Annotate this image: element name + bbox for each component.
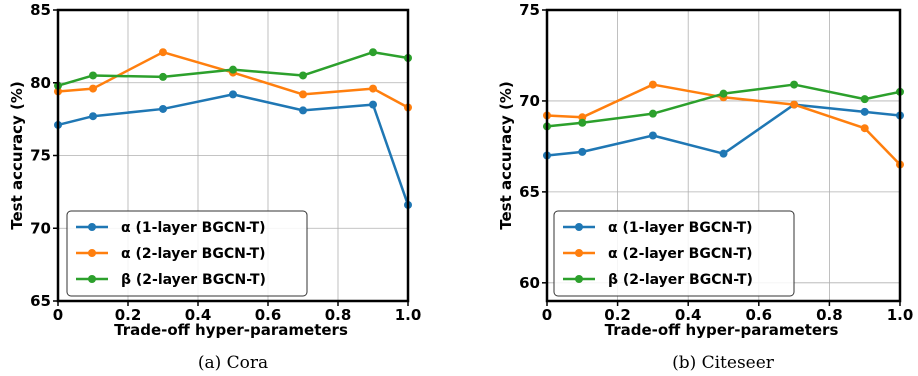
data-point <box>860 107 869 116</box>
legend-label: α (2-layer BGCN-T) <box>121 246 266 262</box>
x-tick-label: 0.4 <box>185 306 212 324</box>
y-tick-label: 60 <box>519 274 540 292</box>
y-axis-label: Test accuracy (%) <box>497 81 515 229</box>
data-point <box>369 100 377 109</box>
legend-box <box>553 210 795 297</box>
y-tick-label: 75 <box>519 1 540 19</box>
data-point <box>860 95 869 104</box>
data-point <box>719 89 728 98</box>
legend: α (1-layer BGCN-T) α (2-layer BGCN-T) β (2… <box>553 210 795 297</box>
x-tick-label: 0.6 <box>746 306 773 324</box>
data-point <box>299 90 307 99</box>
y-tick-label: 85 <box>30 1 51 19</box>
legend-label: β (2-layer BGCN-T) <box>121 272 266 288</box>
data-point <box>578 147 587 156</box>
figure-caption: (b) Citeseer <box>672 353 775 373</box>
y-tick-label: 70 <box>30 219 51 237</box>
data-point <box>229 90 237 99</box>
x-axis-label: Trade-off hyper-parameters <box>114 321 348 339</box>
legend-box <box>66 210 308 297</box>
legend-swatch-marker <box>88 223 96 231</box>
legend-swatch-marker <box>575 223 583 231</box>
data-point <box>648 131 657 140</box>
x-tick-label: 0 <box>53 306 63 324</box>
series-line-1 <box>57 93 410 206</box>
legend-swatch-marker <box>575 275 583 283</box>
legend: α (1-layer BGCN-T) α (2-layer BGCN-T) β (2… <box>66 210 308 297</box>
y-tick-label: 75 <box>30 147 51 165</box>
data-point <box>790 100 799 109</box>
y-tick-label: 65 <box>519 183 540 201</box>
data-point <box>159 72 167 81</box>
legend-swatch-marker <box>88 249 96 257</box>
y-axis-label: Test accuracy (%) <box>8 81 26 229</box>
x-tick-label: 0.2 <box>115 306 142 324</box>
legend-label: α (1-layer BGCN-T) <box>121 220 266 236</box>
data-point <box>790 80 799 89</box>
chart-2: 0 0.2 0.4 0.6 0.8 1.0 60 65 70 75 Trade-off hyper-… <box>497 1 913 373</box>
x-axis-label: Trade-off hyper-parameters <box>605 321 839 339</box>
data-point <box>648 80 657 89</box>
x-tick-label: 0.2 <box>604 306 631 324</box>
legend-label: α (1-layer BGCN-T) <box>608 220 753 236</box>
x-tick-label: 0.6 <box>255 306 282 324</box>
data-point <box>299 71 307 80</box>
series-line-2 <box>57 50 409 109</box>
x-tick-label: 1.0 <box>395 306 422 324</box>
x-tick-label: 0.8 <box>325 306 352 324</box>
data-point <box>89 84 97 93</box>
chart-1: 0 0.2 0.4 0.6 0.8 1.0 65 70 75 80 85 Trade-off hype… <box>8 1 421 373</box>
x-tick-label: 0 <box>542 306 552 324</box>
data-point <box>719 149 728 158</box>
legend-swatch-marker <box>88 275 96 283</box>
y-tick-label: 65 <box>30 292 51 310</box>
data-point <box>860 124 869 133</box>
legend-label: β (2-layer BGCN-T) <box>608 272 753 288</box>
data-point <box>229 65 237 74</box>
x-tick-label: 1.0 <box>887 306 914 324</box>
data-point <box>578 118 587 127</box>
y-tick-label: 80 <box>30 74 51 92</box>
x-tick-label: 0.4 <box>675 306 702 324</box>
data-point <box>648 109 657 118</box>
data-point <box>369 84 377 93</box>
data-point <box>89 112 97 121</box>
y-tick-label: 70 <box>519 92 540 110</box>
data-point <box>369 48 377 57</box>
data-point <box>159 104 167 113</box>
legend-swatch-marker <box>575 249 583 257</box>
legend-label: α (2-layer BGCN-T) <box>608 246 753 262</box>
series-line-1 <box>546 103 901 157</box>
x-tick-label: 0.8 <box>816 306 843 324</box>
data-point <box>159 48 167 57</box>
plot-frame <box>545 8 902 303</box>
data-point <box>89 71 97 80</box>
data-point <box>299 106 307 115</box>
figure-caption: (a) Cora <box>198 353 268 373</box>
